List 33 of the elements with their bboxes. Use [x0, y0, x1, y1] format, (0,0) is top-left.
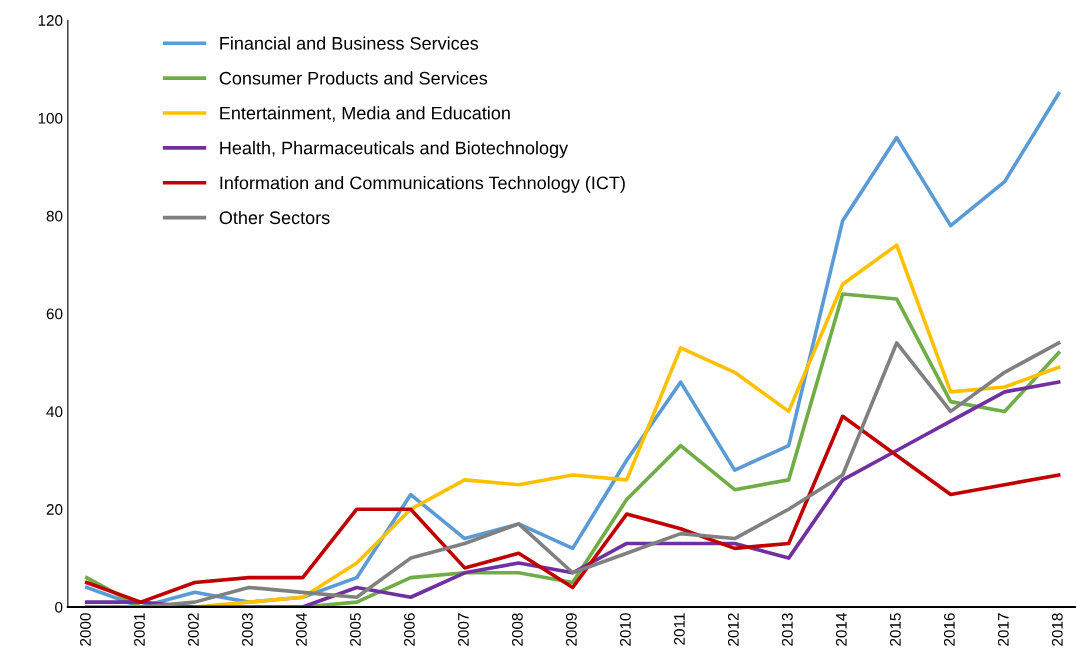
y-tick-label: 40 [46, 406, 63, 418]
y-tick-label: 100 [38, 112, 63, 124]
x-tick-label: 2015 [889, 613, 901, 646]
x-tick-label: 2006 [404, 613, 415, 646]
line-series [84, 414, 1061, 604]
x-tick-label: 2004 [296, 613, 307, 646]
x-tick-label: 2001 [134, 613, 145, 646]
x-tick-label: 2013 [781, 613, 793, 646]
y-tick-label: 80 [46, 210, 63, 222]
x-tick-label: 2000 [80, 613, 91, 646]
x-tick-label: 2005 [350, 613, 361, 646]
x-tick-label: 2009 [565, 613, 577, 646]
y-tick-label: 0 [55, 601, 63, 613]
legend-label: Financial and Business Services [220, 36, 479, 50]
x-tick-label: 2017 [997, 613, 1009, 646]
y-tick-label: 120 [38, 15, 63, 26]
x-tick-label: 2014 [835, 613, 847, 646]
x-tick-label: 2011 [673, 613, 685, 645]
legend-label: Health, Pharmaceuticals and Biotechnology [220, 141, 569, 158]
x-tick-label: 2003 [242, 613, 253, 646]
x-tick-label: 2002 [188, 613, 199, 646]
x-tick-label: 2008 [511, 613, 523, 646]
x-tick-label: 2007 [457, 613, 469, 646]
x-tick-label: 2012 [727, 613, 739, 646]
legend-label: Entertainment, Media and Education [220, 106, 510, 122]
y-tick-label: 20 [46, 504, 63, 515]
x-tick-label: 2010 [619, 613, 631, 646]
legend-label: Information and Communications Technology (ICT) [220, 176, 625, 193]
y-tick-label: 60 [46, 308, 63, 320]
x-tick-label: 2018 [1051, 613, 1063, 646]
legend-label: Consumer Products and Services [219, 71, 488, 85]
legend-label: Other Sectors [219, 210, 330, 225]
x-tick-label: 2016 [943, 613, 955, 646]
